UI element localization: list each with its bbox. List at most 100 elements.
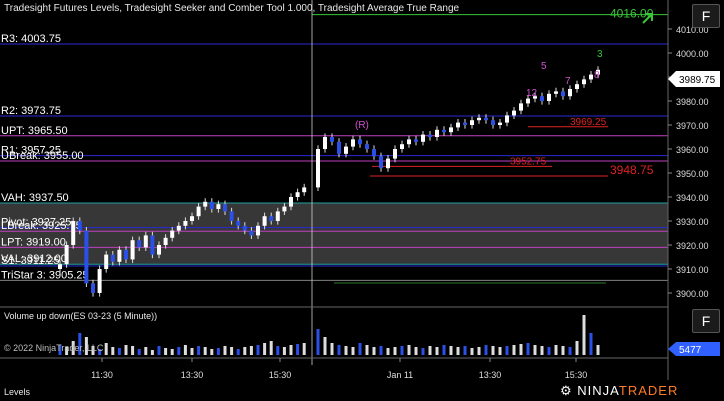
price-bar-body [229, 211, 234, 221]
price-bar-body [130, 240, 135, 260]
volume-bar [78, 333, 82, 355]
price-bar-body [330, 137, 334, 142]
volume-bar [414, 347, 418, 355]
price-bar-body [157, 245, 161, 255]
price-bar-body [223, 204, 227, 212]
chart-annotation: 7 [565, 76, 571, 87]
volume-bar [393, 347, 397, 355]
price-bar-body [302, 187, 307, 193]
volume-bar [477, 347, 481, 355]
price-bar-body [561, 91, 565, 97]
volume-bar [183, 345, 187, 355]
price-bars [58, 66, 600, 297]
price-bar-body [386, 158, 390, 169]
level-price-label: 3969.25 [570, 117, 607, 128]
volume-bar [98, 349, 102, 355]
volume-bar [144, 347, 148, 355]
price-bar-body [344, 146, 348, 154]
level-label: Pivot: 3927.25 [1, 217, 71, 229]
price-bar-body [64, 245, 69, 265]
volume-bar [150, 350, 154, 355]
price-bar-body [97, 269, 102, 293]
volume-bar [344, 346, 348, 355]
price-panel-button[interactable]: F [692, 4, 720, 28]
level-label: R2: 3973.75 [1, 105, 61, 117]
volume-bar [505, 346, 509, 355]
volume-bar [302, 343, 306, 355]
price-bar-body [428, 134, 432, 137]
volume-bar [400, 346, 404, 355]
volume-bar [236, 349, 240, 355]
price-bar-body [519, 103, 523, 111]
level-label: VAH: 3937.50 [1, 192, 69, 204]
volume-bar [456, 347, 460, 355]
volume-bar [428, 346, 432, 355]
price-bar-body [547, 93, 551, 101]
level-label: LPT: 3919.00 [1, 236, 66, 248]
volume-bar [58, 345, 62, 355]
level-label: VAL: 3912.00 [1, 253, 67, 265]
volume-bar [289, 345, 293, 355]
price-tick-label: 3950.00 [676, 169, 709, 179]
volume-bar [223, 346, 227, 355]
volume-panel-title: Volume up down(ES 03-23 (5 Minute)) [4, 311, 158, 321]
price-bar-body [589, 74, 593, 80]
logo-gear-icon: ⚙ [560, 383, 578, 398]
panel-tab-levels[interactable]: Levels [4, 387, 31, 397]
price-bar-body [540, 96, 544, 101]
last-price-label: 3989.75 [679, 75, 716, 86]
price-bar-body [163, 237, 168, 245]
price-bar-body [526, 98, 530, 104]
volume-bar [498, 347, 502, 355]
volume-bar [216, 348, 220, 355]
price-bar-body [71, 221, 76, 245]
price-bar-body [463, 122, 467, 125]
time-tick-label: 13:30 [181, 370, 204, 380]
price-bar-body [379, 156, 383, 169]
price-bar-body [477, 117, 481, 121]
price-bar-body [137, 240, 142, 248]
price-bar-body [183, 221, 188, 226]
volume-bar [379, 346, 383, 355]
volume-panel-button[interactable]: F [692, 309, 720, 333]
volume-bar [157, 346, 161, 355]
volume-price-marker: 5477 [668, 342, 720, 356]
price-bar-body [209, 201, 214, 209]
price-bar-body [498, 122, 502, 125]
volume-panel-button-label: F [701, 313, 711, 329]
time-tick-label: 15:30 [565, 370, 588, 380]
volume-bar [323, 337, 327, 355]
level-label: R1: 3957.25 [1, 145, 61, 157]
time-axis[interactable]: 11:30 13:30 15:30 Jan 11 13:30 15:30 [91, 358, 587, 380]
green-arrow-icon[interactable] [640, 10, 656, 26]
volume-bar [296, 344, 300, 355]
volume-bar [491, 346, 495, 355]
price-bar-body [91, 283, 95, 293]
volume-bar [243, 347, 247, 355]
ninjatrader-logo: ⚙ NINJATRADER [560, 383, 679, 398]
price-tick-label: 4000.00 [676, 49, 709, 59]
price-bar-body [554, 91, 558, 94]
price-bar-body [275, 211, 280, 221]
volume-bar [316, 329, 320, 355]
volume-bar [263, 343, 267, 355]
price-bar-body [249, 230, 254, 236]
price-tick-label: 3970.00 [676, 121, 709, 131]
price-bar-body [282, 206, 287, 212]
price-bar-body [568, 89, 572, 97]
chart-annotation: (R) [355, 120, 369, 131]
price-panel-button-label: F [701, 8, 711, 24]
price-bar-body [449, 127, 453, 133]
price-bar-body [124, 249, 128, 260]
time-tick-label: 11:30 [91, 370, 113, 380]
volume-bar [230, 347, 234, 355]
volume-bar [351, 347, 355, 355]
volume-bar [407, 345, 411, 355]
volume-bar [124, 345, 128, 355]
price-bar-body [407, 139, 411, 145]
volume-bar [337, 345, 341, 355]
volume-bar [84, 337, 88, 355]
volume-bar [269, 341, 273, 355]
volume-bar [170, 349, 174, 355]
